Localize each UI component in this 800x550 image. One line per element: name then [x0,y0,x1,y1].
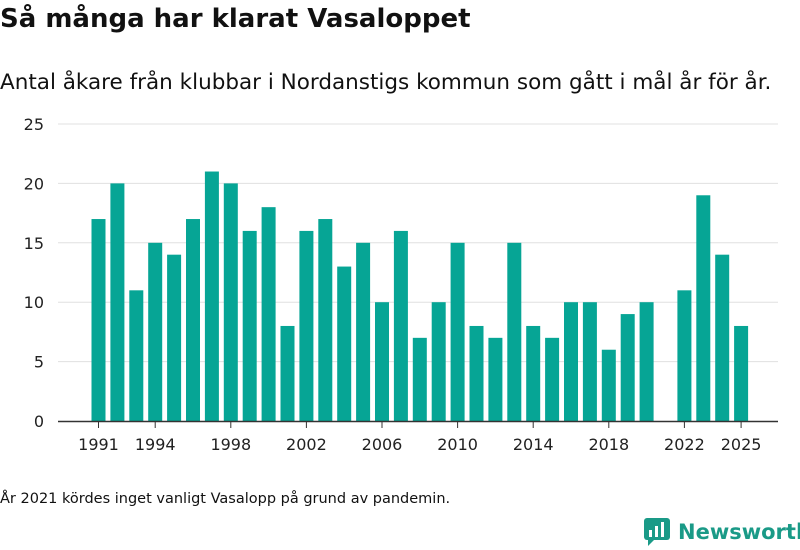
bar [620,314,635,421]
y-tick-label: 0 [34,412,44,431]
bar [129,290,144,421]
bar [564,302,578,421]
bar [715,254,730,421]
bars [91,171,749,421]
y-tick-label: 15 [24,234,44,253]
chart-title: Så många har klarat Vasaloppet [0,4,471,34]
bar [545,337,560,421]
grid-lines [58,123,778,363]
x-tick-label: 1998 [210,435,251,454]
x-tick-label: 2018 [588,435,629,454]
y-tick-label: 25 [24,115,44,134]
bar [734,325,749,421]
x-tick-label: 1991 [78,435,119,454]
bar [110,183,125,421]
bar [337,266,352,421]
newsworthy-logo-icon [644,518,670,546]
brand-logo: Newsworthy [644,518,800,546]
y-tick-label: 20 [24,174,44,193]
x-tick-label: 2014 [513,435,554,454]
x-tick-label: 2006 [362,435,403,454]
bar [261,207,276,421]
bar [318,219,333,421]
bar [526,325,541,421]
bar [393,230,408,421]
bar [431,302,446,421]
bar [582,302,597,421]
bar [242,230,257,421]
brand-name: Newsworthy [678,520,800,544]
bar [450,242,465,421]
bar [696,195,711,421]
bar [204,171,219,421]
chart-subtitle: Antal åkare från klubbar i Nordanstigs k… [0,70,772,95]
bar [167,254,182,421]
x-tick-label: 2025 [721,435,762,454]
bar [677,290,692,421]
bar [488,337,503,421]
bar [469,325,484,421]
bar [280,325,295,421]
bar [356,242,371,421]
bar [91,219,106,421]
x-tick-label: 1994 [135,435,176,454]
bar [223,183,238,421]
x-tick-label: 2022 [664,435,705,454]
x-tick-label: 2002 [286,435,327,454]
bar [186,219,200,421]
footnote: År 2021 kördes inget vanligt Vasalopp på… [0,491,451,507]
bar [299,230,314,421]
bar [412,337,427,421]
y-tick-label: 10 [24,293,44,312]
bar [639,302,654,421]
y-tick-label: 5 [34,353,44,372]
x-tick-label: 2010 [437,435,478,454]
bar [375,302,389,421]
bar [601,349,616,421]
bar [148,242,163,421]
bar [507,242,522,421]
